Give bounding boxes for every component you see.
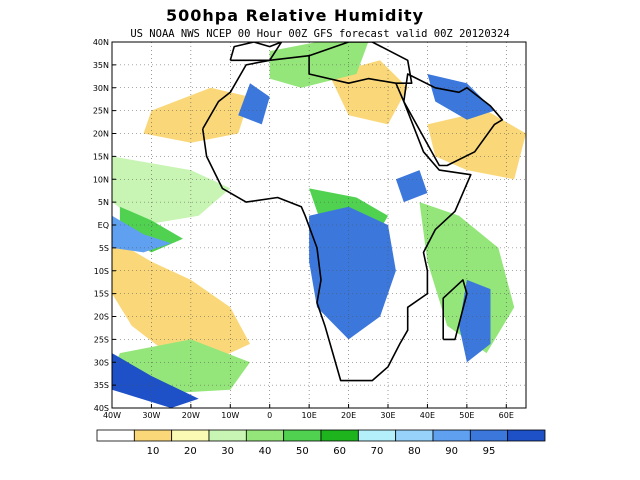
legend-swatch: [133, 429, 173, 442]
legend-swatch: [245, 429, 285, 442]
lat-tick-label: 25S: [94, 335, 109, 344]
legend-label: 60: [333, 446, 346, 457]
coastline: [308, 42, 413, 84]
legend-swatch: [283, 429, 322, 442]
lat-tick-label: 5N: [98, 198, 109, 207]
humidity-region-90: [427, 74, 495, 120]
lat-tick-label: 30S: [94, 358, 109, 367]
lat-tick-label: EQ: [98, 221, 109, 230]
humidity-region-90: [395, 170, 428, 203]
legend-label: 10: [147, 446, 160, 457]
lon-tick-label: 10W: [221, 411, 239, 420]
humidity-region-90: [238, 83, 270, 125]
lon-tick-label: 20W: [182, 411, 200, 420]
legend-swatch: [395, 429, 434, 442]
legend-swatch: [320, 429, 359, 442]
humidity-region-10: [112, 238, 250, 372]
humidity-region-30: [112, 156, 231, 225]
lat-tick-label: 5S: [99, 244, 109, 253]
coastline: [229, 42, 283, 62]
legend-swatch: [171, 429, 210, 442]
lat-tick-label: 25N: [93, 107, 109, 116]
coastline: [403, 73, 504, 167]
lon-tick-label: 50E: [459, 411, 474, 420]
legend-swatch: [469, 429, 509, 442]
grid-layer: [112, 42, 526, 408]
lat-tick-label: 15S: [94, 290, 109, 299]
lon-tick-label: 40W: [103, 411, 121, 420]
humidity-region-90: [309, 206, 396, 340]
lat-tick-label: 35N: [93, 61, 109, 70]
coastline: [201, 54, 472, 382]
legend-label: 80: [408, 446, 421, 457]
lon-tick-label: 20E: [341, 411, 356, 420]
lon-tick-label: 10E: [302, 411, 317, 420]
humidity-region-40: [419, 202, 515, 354]
legend-label: 95: [483, 446, 496, 457]
legend-swatch: [357, 429, 397, 442]
humidity-region-10: [143, 87, 250, 143]
lat-tick-label: 10N: [93, 175, 109, 184]
lon-tick-label: 0: [267, 411, 272, 420]
coastline-layer: [201, 42, 504, 382]
lat-tick-label: 35S: [94, 381, 109, 390]
humidity-region-10: [427, 110, 526, 180]
lat-tick-label: 15N: [93, 152, 109, 161]
legend-label: 50: [296, 446, 309, 457]
legend-label: 20: [184, 446, 197, 457]
chart-subtitle: US NOAA NWS NCEP 00 Hour 00Z GFS forecas…: [130, 28, 510, 40]
legend-swatch: [96, 429, 135, 442]
legend-label: 70: [371, 446, 384, 457]
legend-swatch: [208, 429, 247, 442]
humidity-region-80: [112, 215, 172, 253]
lon-tick-label: 60E: [499, 411, 514, 420]
lon-tick-label: 30E: [380, 411, 395, 420]
lat-tick-label: 20S: [94, 313, 109, 322]
lat-tick-label: 40S: [94, 404, 109, 413]
humidity-region-90: [459, 279, 491, 363]
legend-label: 40: [259, 446, 272, 457]
lat-tick-label: 30N: [93, 84, 109, 93]
legend-swatch: [507, 429, 546, 442]
humidity-region-10: [328, 60, 408, 125]
lat-tick-label: 40N: [93, 38, 109, 47]
color-legend: 10 20 30 40 50 60 70 80 90 95: [96, 429, 546, 457]
chart-title: 500hpa Relative Humidity: [166, 6, 424, 25]
lat-tick-label: 10S: [94, 267, 109, 276]
humidity-region-40: [269, 42, 369, 88]
legend-swatch: [432, 429, 471, 442]
axis-ticks: 40N 35N 30N 25N 20N 15N 10N 5N EQ 5S 10S 15S 20S 25S 3…: [93, 38, 514, 420]
legend-label: 30: [221, 446, 234, 457]
lon-tick-label: 40E: [420, 411, 435, 420]
humidity-fill-layer: [112, 42, 526, 408]
coastline: [442, 279, 468, 341]
lat-tick-label: 20N: [93, 130, 109, 139]
lon-tick-label: 30W: [142, 411, 160, 420]
legend-label: 90: [445, 446, 458, 457]
humidity-region-95: [112, 353, 199, 408]
